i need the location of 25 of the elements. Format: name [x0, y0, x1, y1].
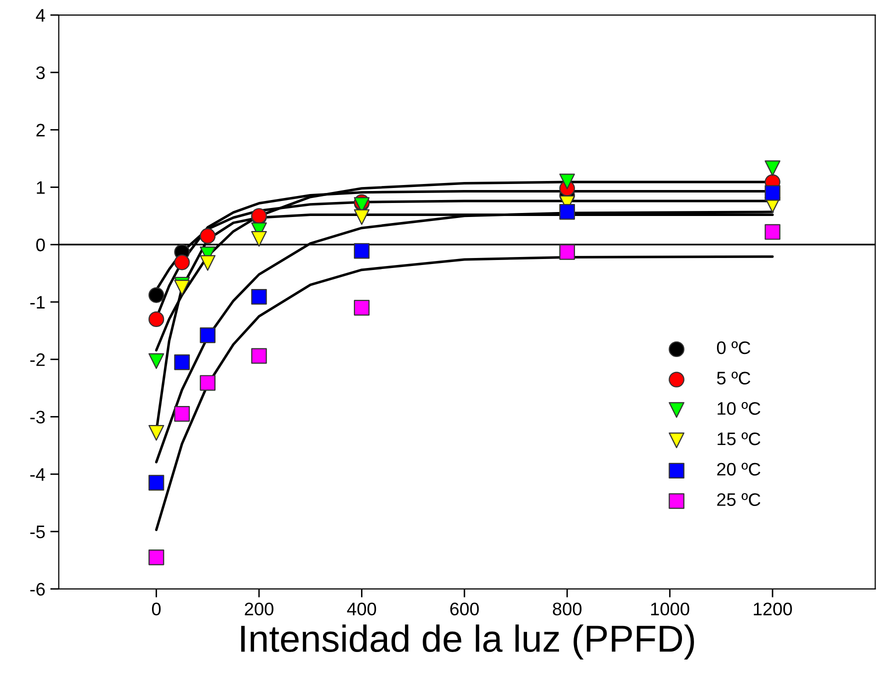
y-tick-label: 2: [36, 124, 45, 136]
y-tick-label: 1: [36, 181, 45, 194]
y-tick-label: -5: [30, 526, 45, 538]
legend-label: 25 ºC: [717, 493, 760, 506]
y-tick-label: -2: [30, 353, 45, 366]
y-tick-label: -1: [30, 296, 45, 309]
x-tick-label: 1200: [754, 602, 792, 616]
legend-label: 10 ºC: [718, 402, 760, 415]
x-tick-label: 200: [244, 602, 274, 616]
x-tick-label: 600: [450, 602, 479, 616]
y-tick-label: -4: [30, 468, 46, 481]
x-tick-label: 800: [552, 602, 582, 616]
x-axis-title: Intensidad de la luz (PPFD): [241, 624, 694, 660]
x-tick-label: 1000: [651, 602, 690, 616]
y-tick-label: -6: [30, 582, 45, 596]
legend-label: 5 ºC: [717, 372, 750, 384]
y-tick-label: 0: [36, 238, 45, 252]
x-tick-label: 0: [152, 602, 161, 616]
y-tick-label: 4: [36, 9, 46, 22]
y-tick-label: -3: [30, 410, 45, 424]
legend-label: 15 ºC: [718, 432, 760, 446]
x-tick-label: 400: [347, 602, 376, 616]
legend-label: 20 ºC: [717, 462, 760, 476]
legend-label: 0 ºC: [716, 341, 750, 354]
y-tick-label: 3: [36, 66, 45, 80]
